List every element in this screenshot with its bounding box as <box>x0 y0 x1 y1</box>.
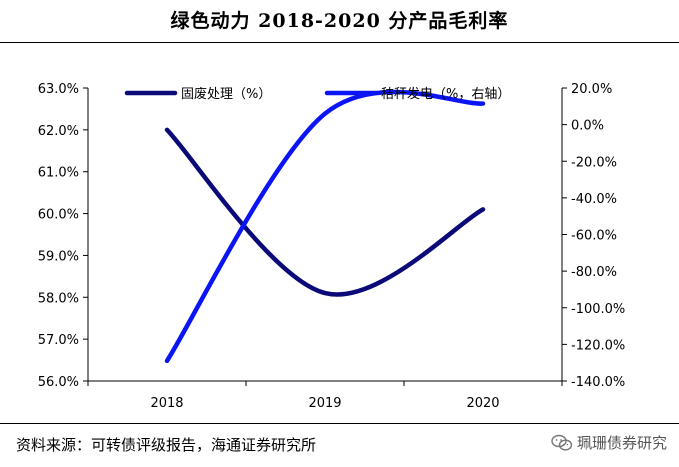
right-tick-label: -20.0% <box>571 155 617 170</box>
series-lines <box>164 89 486 364</box>
watermark: 珮珊债券研究 <box>551 432 667 453</box>
left-tick-label: 60.0% <box>38 208 79 223</box>
x-tick-label: 2020 <box>466 396 499 411</box>
axes <box>87 88 563 382</box>
left-tick-label: 59.0% <box>38 249 79 264</box>
legend-label-1: 固废处理（%） <box>181 86 271 102</box>
footer-divider <box>0 423 679 424</box>
right-tick-label: 0.0% <box>571 119 604 134</box>
legend: 固废处理（%） 秸秆发电（%，右轴） <box>124 86 510 102</box>
legend-label-2: 秸秆发电（%，右轴） <box>381 86 510 102</box>
chart-title: 绿色动力 2018-2020 分产品毛利率 <box>170 10 509 32</box>
left-tick-label: 56.0% <box>38 375 79 390</box>
x-tick-label: 2018 <box>150 396 183 411</box>
line-chart: 56.0% 57.0% 58.0% 59.0% 60.0% 61.0% 62.0% 63.0%… <box>38 82 626 411</box>
source-note: 资料来源：可转债评级报告，海通证券研究所 <box>16 436 317 454</box>
right-tick-label: 20.0% <box>571 82 612 97</box>
left-tick-label: 57.0% <box>38 333 79 348</box>
right-axis-ticks: -140.0% -120.0% -100.0% -80.0% -60.0% -40.0% -… <box>562 82 625 390</box>
series-line-2 <box>164 89 486 364</box>
right-tick-label: -100.0% <box>571 302 625 317</box>
x-axis-ticks: 2018 2019 2020 <box>87 381 563 411</box>
right-tick-label: -80.0% <box>571 265 617 280</box>
right-tick-label: -140.0% <box>571 375 625 390</box>
left-tick-label: 63.0% <box>38 82 79 97</box>
left-tick-label: 61.0% <box>38 166 79 181</box>
wechat-icon <box>551 434 573 451</box>
x-tick-label: 2019 <box>308 396 341 411</box>
left-axis-ticks: 56.0% 57.0% 58.0% 59.0% 60.0% 61.0% 62.0% 63.0% <box>38 82 88 390</box>
series-line-1 <box>164 127 486 297</box>
left-tick-label: 58.0% <box>38 291 79 306</box>
title-divider <box>0 42 679 43</box>
left-tick-label: 62.0% <box>38 124 79 139</box>
watermark-text: 珮珊债券研究 <box>576 434 667 452</box>
right-tick-label: -40.0% <box>571 192 617 207</box>
right-tick-label: -60.0% <box>571 229 617 244</box>
right-tick-label: -120.0% <box>571 338 625 353</box>
